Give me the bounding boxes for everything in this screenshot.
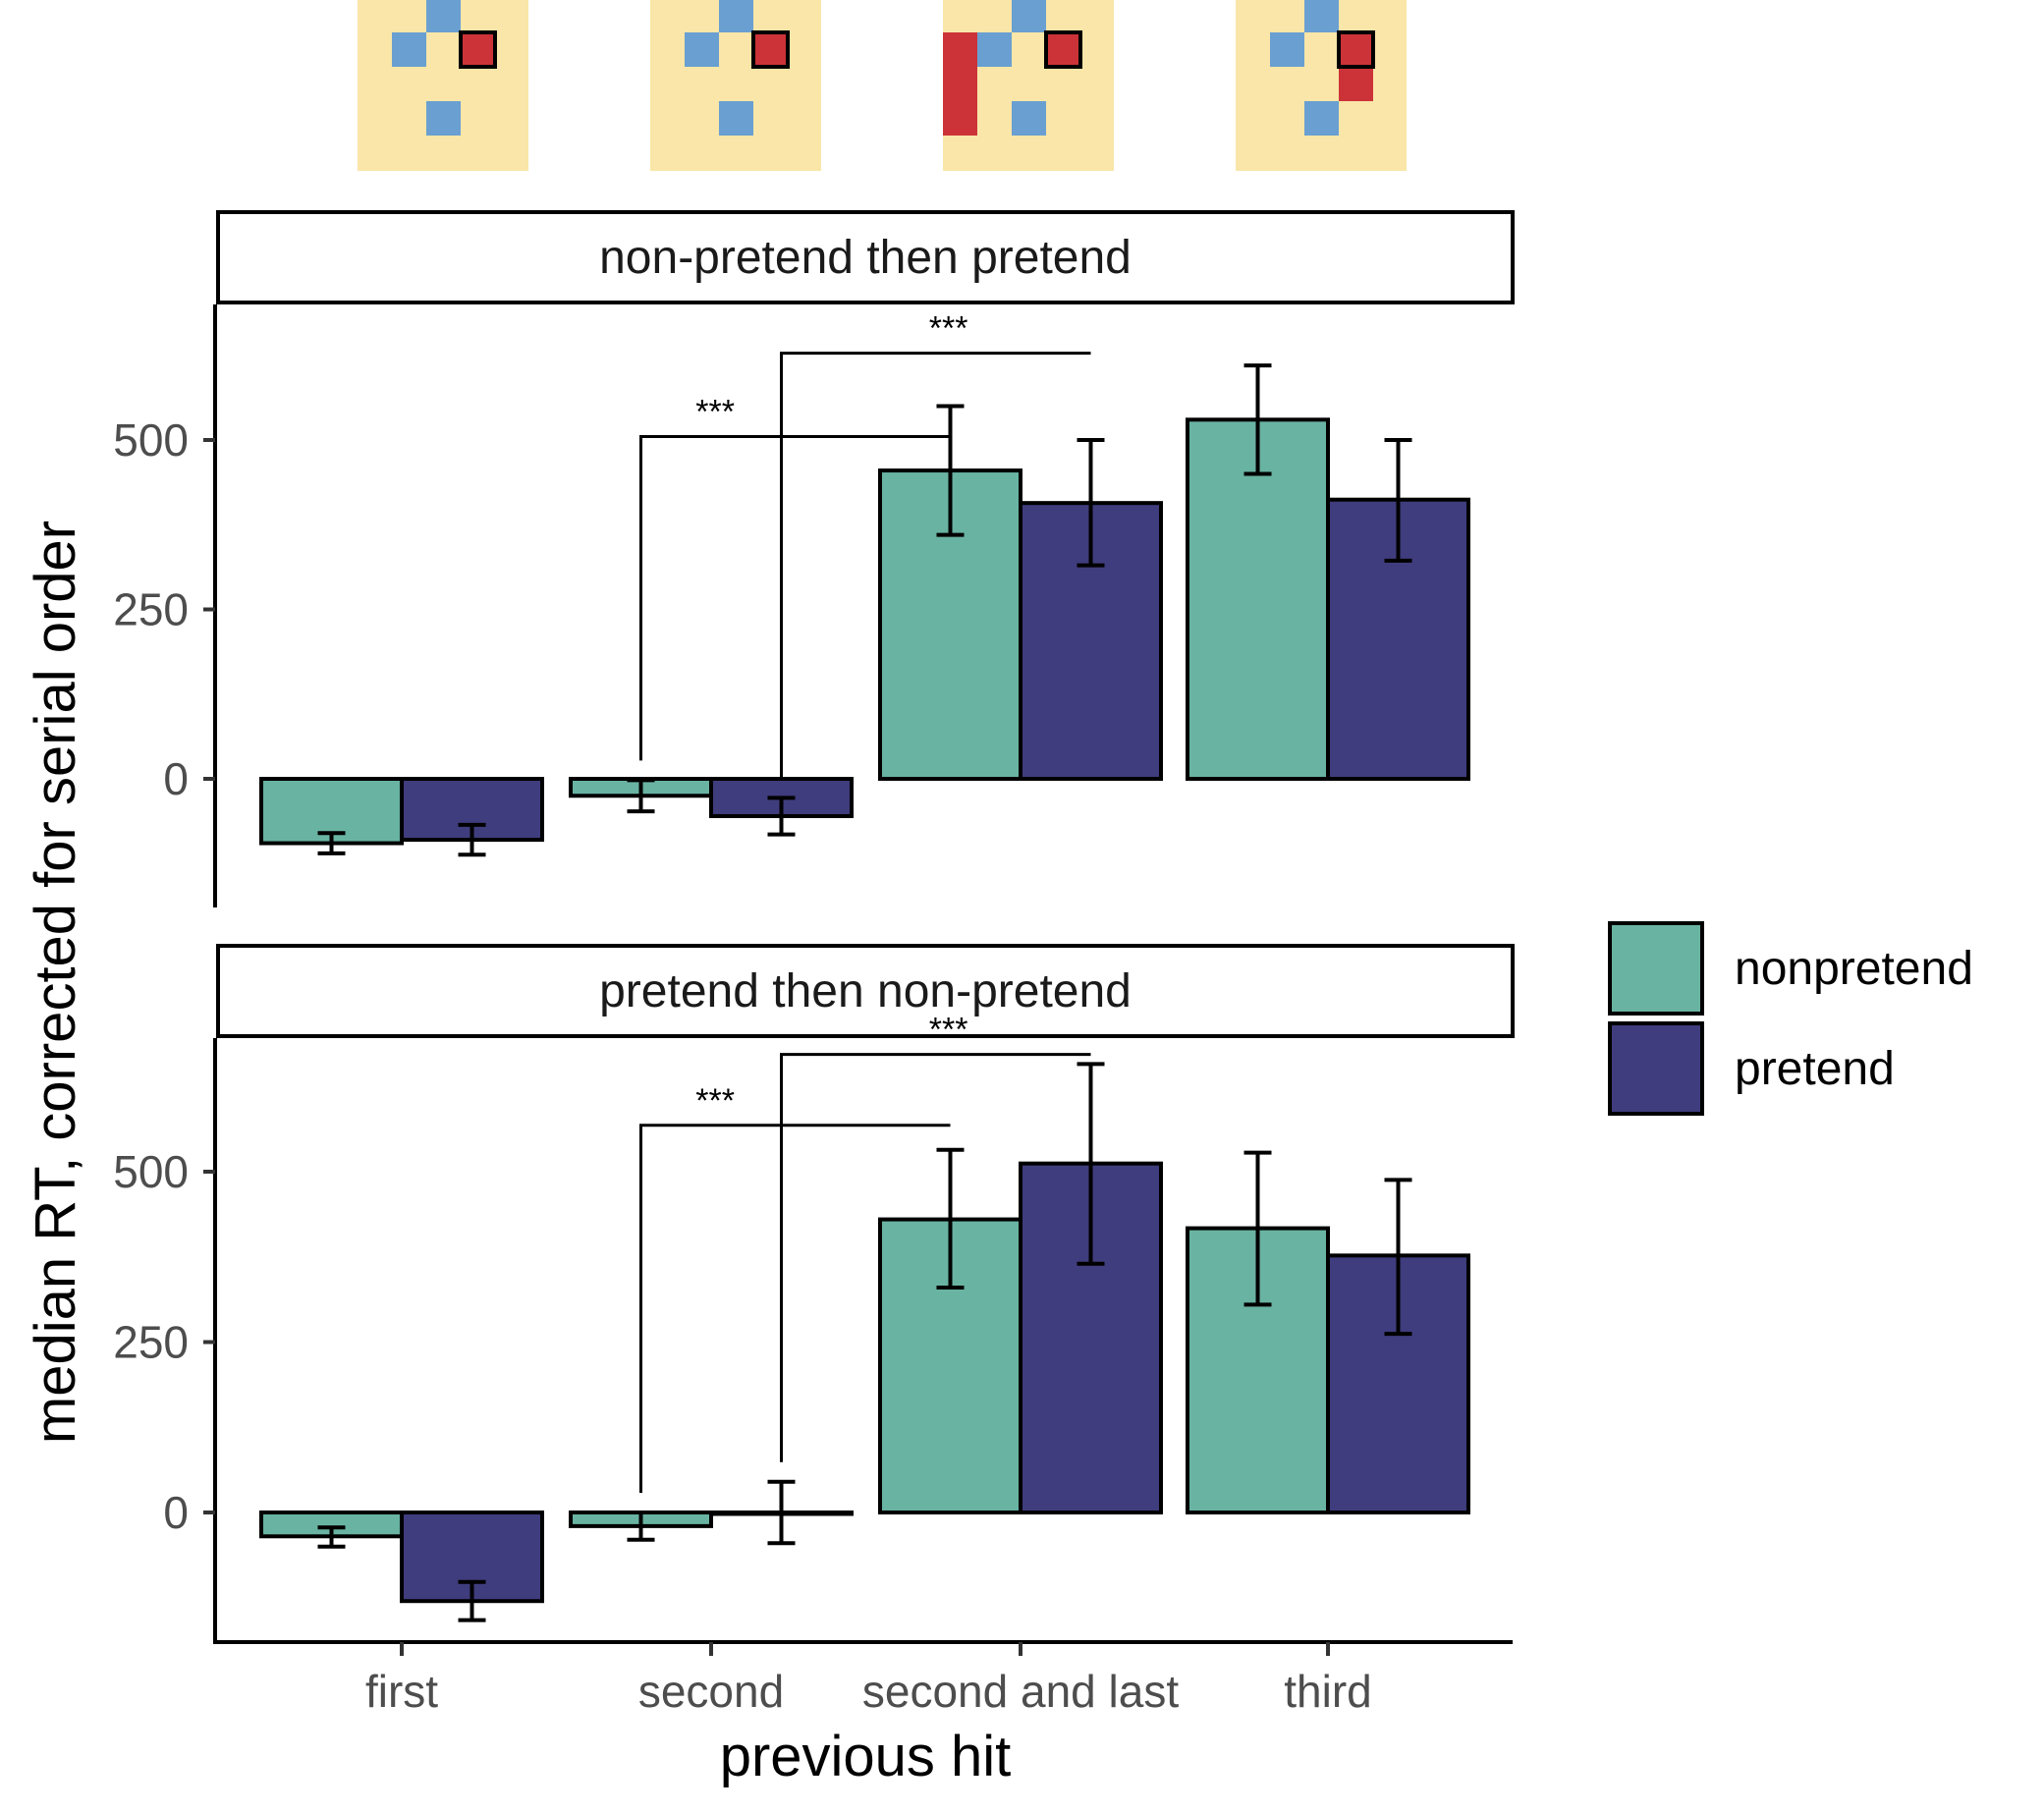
error-bar [1077, 1062, 1105, 1266]
significance-bracket: *** [639, 394, 951, 761]
thumbnail-blue-cell [977, 32, 1012, 67]
y-tick-label: 0 [163, 753, 189, 804]
error-bar [1384, 1178, 1412, 1337]
thumbnail-target-cell [1337, 30, 1375, 69]
y-ticks: 0 250 500 [113, 1146, 215, 1538]
thumbnail-red-cell [943, 101, 977, 136]
thumbnail-blue-cell [1012, 101, 1046, 136]
error-bar [1384, 438, 1412, 563]
significance-line [780, 1053, 1091, 1462]
thumbnail-blue-cell [1304, 0, 1339, 32]
y-axis-title: median RT, corrected for serial order [24, 521, 87, 1444]
thumbnail-blue-cell [392, 32, 426, 67]
significance-label: *** [695, 1082, 735, 1120]
thumbnail-red-cell [943, 67, 977, 101]
thumbnail-blue-cell [1270, 32, 1304, 67]
legend-key-pretend [1608, 1021, 1704, 1116]
thumbnail-target-cell [751, 30, 790, 69]
grid-thumbnails [358, 0, 1407, 171]
error-bar [458, 1579, 486, 1622]
error-bar [1243, 363, 1272, 476]
legend-label-nonpretend: nonpretend [1735, 943, 1973, 995]
x-tick-label: second and last [862, 1666, 1179, 1717]
panel-marks: *** *** [259, 1012, 1470, 1622]
legend: nonpretend pretend [1608, 921, 1973, 1116]
grid-thumbnail [1236, 0, 1407, 171]
grid-thumbnail [358, 0, 528, 171]
significance-bracket: *** [780, 310, 1091, 779]
error-bar [627, 778, 655, 814]
x-tick-label: first [365, 1666, 438, 1717]
thumbnail-red-cell [943, 32, 977, 67]
error-bar [767, 796, 796, 837]
legend-key-nonpretend [1608, 921, 1704, 1016]
error-bar [767, 1479, 796, 1546]
significance-line [639, 435, 951, 761]
thumbnail-blue-cell [1304, 101, 1339, 136]
x-tick-label: third [1284, 1666, 1371, 1717]
error-bar [936, 404, 965, 537]
thumbnail-red-cell [1339, 67, 1373, 101]
error-bar [458, 822, 486, 857]
significance-bracket: *** [639, 1082, 951, 1493]
significance-label: *** [695, 394, 735, 431]
error-bar [317, 1525, 346, 1549]
grid-thumbnail [943, 0, 1114, 171]
error-bar [1243, 1150, 1272, 1307]
error-bar [317, 831, 346, 855]
significance-line [780, 352, 1091, 779]
panel-marks: *** *** [259, 310, 1470, 857]
grid-thumbnail [650, 0, 821, 171]
panel-title: pretend then non-pretend [599, 965, 1132, 1017]
y-tick-label: 500 [113, 414, 189, 466]
y-tick-label: 500 [113, 1146, 189, 1197]
significance-label: *** [929, 1012, 968, 1049]
y-ticks: 0 250 500 [113, 414, 215, 804]
panel-non-pretend-then-pretend: non-pretend then pretend *** *** 0 250 500 [113, 210, 1515, 907]
thumbnail-blue-cell [719, 0, 753, 32]
x-tick-label: second [638, 1666, 784, 1717]
significance-label: *** [929, 310, 968, 348]
significance-bracket: *** [780, 1012, 1091, 1462]
panel-pretend-then-non-pretend: pretend then non-pretend *** *** 0 250 500 [113, 944, 1515, 1644]
thumbnail-blue-cell [719, 101, 753, 136]
significance-line [639, 1124, 951, 1493]
error-bar [1077, 438, 1105, 568]
panel-strip [216, 210, 1515, 304]
panel-title: non-pretend then pretend [599, 232, 1132, 284]
panel-strip [216, 944, 1515, 1038]
y-tick-label: 0 [163, 1487, 189, 1538]
y-tick-label: 250 [113, 1317, 189, 1368]
error-bar [627, 1511, 655, 1542]
thumbnail-blue-cell [426, 101, 461, 136]
legend-label-pretend: pretend [1735, 1043, 1895, 1095]
error-bar [936, 1147, 965, 1290]
thumbnail-target-cell [1044, 30, 1082, 69]
thumbnail-blue-cell [1012, 0, 1046, 32]
thumbnail-blue-cell [685, 32, 719, 67]
x-axis-title: previous hit [720, 1725, 1012, 1788]
thumbnail-target-cell [459, 30, 497, 69]
x-ticks: first second second and last third [365, 1642, 1372, 1717]
y-tick-label: 250 [113, 584, 189, 635]
thumbnail-blue-cell [426, 0, 461, 32]
